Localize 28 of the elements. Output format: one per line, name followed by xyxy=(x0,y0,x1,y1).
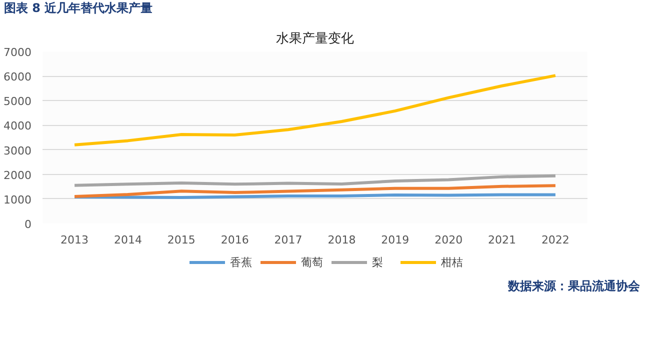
source-note: 数据来源：果品流通协会 xyxy=(508,278,640,295)
chart-title: 水果产量变化 xyxy=(276,32,354,46)
x-tick-label: 2016 xyxy=(220,234,249,246)
y-tick-label: 2000 xyxy=(4,168,32,182)
text: 图表 8 近几年替代水果产量 xyxy=(4,0,153,17)
legend-label: 梨 xyxy=(372,254,384,270)
legend-label: 香蕉 xyxy=(230,254,252,270)
y-tick-label: 1000 xyxy=(4,193,32,206)
y-tick-label: 0 xyxy=(24,218,32,231)
line-series xyxy=(73,74,557,146)
x-tick-label: 2019 xyxy=(381,234,410,246)
x-tick-label: 2020 xyxy=(434,234,463,246)
y-tick-label: 7000 xyxy=(4,46,32,59)
x-tick-label: 2021 xyxy=(488,234,516,246)
x-tick-label: 2013 xyxy=(60,234,89,246)
y-tick-label: 3000 xyxy=(4,144,32,158)
y-tick-label: 4000 xyxy=(4,120,32,133)
x-tick-label: 2022 xyxy=(541,234,570,246)
x-tick-label: 2015 xyxy=(167,234,196,246)
line-series xyxy=(73,174,557,187)
x-tick-label: 2014 xyxy=(114,234,142,246)
legend-label: 葡萄 xyxy=(301,254,323,270)
x-tick-label: 2018 xyxy=(328,234,356,246)
y-tick-label: 5000 xyxy=(4,95,32,108)
x-tick-label: 2017 xyxy=(274,234,302,246)
line-series xyxy=(73,184,557,198)
y-tick-label: 6000 xyxy=(4,70,32,84)
legend-label: 柑桔 xyxy=(441,254,463,270)
